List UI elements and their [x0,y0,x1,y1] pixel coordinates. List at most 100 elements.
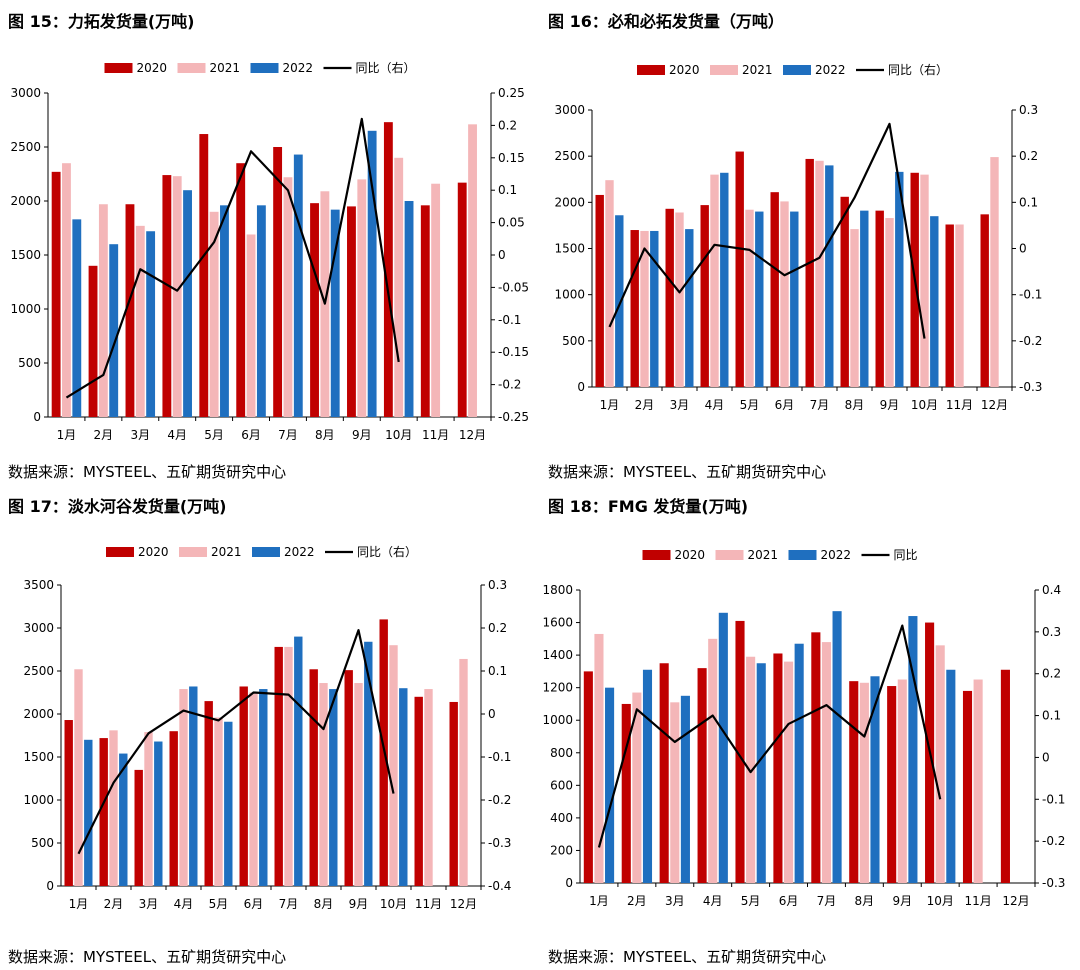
bar-2020 [169,731,178,886]
x-tick-label: 9月 [349,897,369,911]
bar-2022 [755,211,764,387]
bar-2022 [605,687,615,883]
bar-2020 [457,182,467,417]
y-tick-label-right: 0 [1042,750,1050,764]
x-tick-label: 6月 [775,398,795,412]
x-tick-label: 2月 [627,894,647,908]
bar-2022 [109,244,119,417]
bar-2020 [583,671,593,883]
bar-2022 [330,209,340,417]
x-tick-label: 9月 [892,894,912,908]
x-tick-label: 4月 [705,398,725,412]
y-tick-label-right: 0.15 [498,151,525,165]
x-tick-label: 10月 [385,428,412,442]
x-tick-label: 2月 [104,897,124,911]
x-tick-label: 11月 [415,897,442,911]
bar-2020 [236,163,246,417]
bar-2022 [832,611,842,883]
legend-swatch-2020 [637,65,665,75]
bar-2020 [595,194,604,387]
bar-2020 [700,205,709,387]
chart-panel-vale: 0 500 1000 1500 2000 2500 3000 3500 -0.4 -0.3 -0.2… [0,485,540,970]
y-tick-label-right: -0.1 [498,313,521,327]
bar-2022 [259,689,268,886]
chart-panel-rio-tinto: 0 500 1000 1500 2000 2500 3000 -0.25 -0.2 -0.15 -0… [0,0,540,485]
x-tick-label: 12月 [450,897,477,911]
x-tick-label: 10月 [927,894,954,908]
bar-2020 [1000,669,1010,883]
y-tick-label-left: 800 [550,746,573,760]
bar-2021 [249,692,258,886]
bar-2021 [990,157,999,387]
bar-2021 [109,730,118,886]
legend-swatch-2021 [715,550,744,560]
x-tick-label: 4月 [167,428,187,442]
y-tick-label-right: -0.3 [1042,876,1065,890]
bar-2021 [284,646,293,886]
chart-title: 图 18：FMG 发货量(万吨) [548,497,749,516]
y-tick-label-right: -0.2 [1042,834,1065,848]
bar-2022 [685,229,694,387]
yoy-line [608,122,926,339]
legend-swatch-2021 [710,65,738,75]
x-tick-label: 12月 [981,398,1008,412]
bar-2020 [805,158,814,387]
bar-2021 [135,225,145,417]
bar-2022 [825,165,834,387]
x-tick-label: 12月 [1002,894,1029,908]
legend-label: 2021 [211,545,242,559]
y-tick-label-left: 500 [31,836,54,850]
x-tick-label: 9月 [880,398,900,412]
x-tick-label: 7月 [278,428,298,442]
legend-swatch-2022 [788,550,817,560]
x-tick-label: 1月 [69,897,89,911]
chart-title: 图 16：必和必拓发货量（万吨） [548,12,784,31]
legend-label: 2020 [669,63,700,77]
y-tick-label-left: 1500 [554,242,585,256]
chart-source: 数据来源：MYSTEEL、五矿期货研究中心 [8,463,287,481]
x-tick-label: 7月 [817,894,837,908]
y-tick-label-left: 1600 [542,616,573,630]
y-tick-label-left: 1000 [23,793,54,807]
legend-label: 2021 [748,548,779,562]
x-tick-label: 7月 [279,897,299,911]
y-tick-label-right: -0.2 [498,378,521,392]
x-tick-label: 5月 [204,428,224,442]
bar-2021 [144,732,153,886]
bar-2022 [364,641,373,886]
bar-2020 [735,151,744,387]
bar-2022 [224,721,233,886]
bar-2020 [162,175,172,417]
bar-2021 [745,209,754,387]
yoy-line [65,117,400,399]
y-tick-label-left: 1000 [554,288,585,302]
y-tick-label-left: 200 [550,843,573,857]
bar-2021 [935,645,945,883]
x-tick-label: 10月 [911,398,938,412]
bar-2021 [357,179,367,417]
bar-2020 [840,196,849,387]
bar-2022 [615,215,624,387]
bar-2020 [621,703,631,883]
y-tick-label-left: 3000 [23,621,54,635]
y-tick-label-left: 0 [46,879,54,893]
chart-panel-bhp: 0 500 1000 1500 2000 2500 3000 -0.3 -0.2 -0.1 0 0.1… [540,0,1080,485]
bar-2020 [274,646,283,886]
bar-2021 [354,683,363,886]
bar-2020 [449,701,458,886]
bar-2022 [794,643,804,883]
bar-2020 [88,265,98,417]
bar-2021 [246,234,256,417]
y-tick-label-left: 2000 [23,707,54,721]
bar-2020 [773,653,783,883]
legend-label: 2020 [137,61,168,75]
yoy-line [597,624,942,848]
bar-2020 [875,210,884,387]
x-tick-label: 6月 [241,428,261,442]
bar-2022 [756,663,766,883]
y-tick-label-right: 0.3 [1019,103,1038,117]
bar-2021 [283,177,293,417]
bar-2022 [367,130,377,418]
x-tick-label: 5月 [740,398,760,412]
y-tick-label-left: 1800 [542,583,573,597]
